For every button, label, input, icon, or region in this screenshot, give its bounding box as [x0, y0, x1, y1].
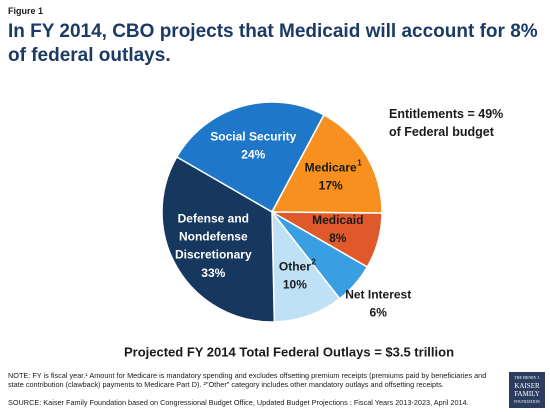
- text-line: Medicaid: [312, 213, 363, 227]
- pie-slice: [270, 114, 383, 214]
- slice-label: Net Interest: [345, 288, 411, 302]
- value-label: 6%: [370, 306, 388, 320]
- logo-line: KAISER: [514, 382, 540, 390]
- slice-label: Medicare: [305, 160, 357, 174]
- slice-label: Medicaid: [312, 213, 363, 227]
- value-label: 17%: [319, 178, 343, 192]
- value-label: 10%: [283, 277, 307, 291]
- text-line: Nondefense: [179, 230, 248, 244]
- logo-line: THE HENRY J.: [514, 375, 540, 380]
- figure-label: Figure 1: [8, 6, 44, 16]
- slice-label: Defense and Nondefense Discretionary: [175, 212, 252, 262]
- label-superscript: 1: [357, 158, 362, 167]
- slice-label: Social Security: [210, 130, 296, 144]
- value-label: 24%: [241, 148, 265, 162]
- annotation: Entitlements = 49% of Federal budget: [389, 107, 503, 139]
- chart-subtitle: Projected FY 2014 Total Federal Outlays …: [124, 344, 454, 359]
- text-line: Entitlements = 49%: [389, 107, 503, 121]
- text-line: Social Security: [210, 130, 296, 144]
- slice-label: Other: [279, 259, 311, 273]
- pie-slice: [175, 101, 325, 214]
- text-line: Net Interest: [345, 288, 411, 302]
- pie-slice: [271, 209, 341, 323]
- source: SOURCE: Kaiser Family Foundation based o…: [8, 398, 469, 407]
- pie-slice: [161, 155, 276, 323]
- text-line: Medicare: [305, 160, 357, 174]
- title: In FY 2014, CBO projects that Medicaid w…: [8, 21, 538, 66]
- value-label: 8%: [329, 231, 347, 245]
- logo-line: FAMILY: [514, 390, 540, 398]
- logo-line: FOUNDATION: [514, 399, 540, 404]
- value-label: 33%: [201, 266, 225, 280]
- text-line: Discretionary: [175, 248, 252, 262]
- label-superscript: 2: [311, 257, 316, 266]
- text-line: of Federal budget: [389, 125, 495, 139]
- note: NOTE: FY is fiscal year.¹ Amount for Med…: [8, 371, 487, 389]
- text-line: Other: [279, 259, 311, 273]
- text-line: Defense and: [178, 212, 249, 226]
- logo: THE HENRY J. KAISER FAMILY FOUNDATION: [509, 372, 545, 408]
